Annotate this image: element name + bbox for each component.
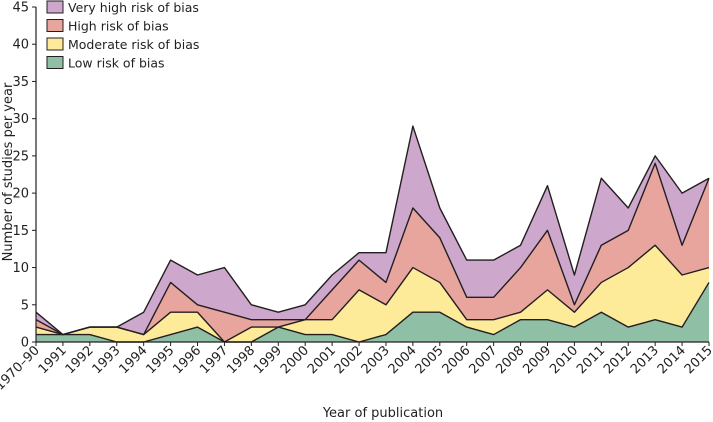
x-tick-label: 2012 [601,343,635,377]
legend-label-moderate-risk-of-bias: Moderate risk of bias [68,37,199,52]
x-tick-label: 1998 [224,343,258,377]
x-tick-label: 1992 [63,343,97,377]
legend-swatch-low-risk-of-bias [46,56,64,69]
x-tick-label: 1995 [143,343,177,377]
y-tick-label: 25 [12,149,29,164]
x-tick-label: 2015 [682,343,713,377]
x-tick-label: 1997 [197,343,231,377]
y-tick-label: 20 [12,187,29,202]
x-tick-label: 2008 [493,343,527,377]
x-tick-label: 2002 [332,343,366,377]
legend-swatch-high-risk-of-bias [46,19,64,32]
x-tick-label: 1991 [36,343,70,377]
x-tick-label: 1999 [251,343,285,377]
y-tick-label: 30 [12,112,29,127]
x-axis-title: Year of publication [322,406,443,421]
chart-legend: Very high risk of bias High risk of bias M… [46,0,199,71]
x-tick-label: 2004 [386,343,420,377]
line-high-risk-of-bias [35,162,710,336]
x-tick-label: 2003 [359,343,393,377]
x-tick-label: 2006 [440,343,474,377]
legend-label-high-risk-of-bias: High risk of bias [68,19,169,34]
line-moderate-risk-of-bias [35,244,710,343]
y-tick-label: 0 [21,336,29,351]
x-tick-label: 2009 [520,343,554,377]
x-tick-label: 1996 [170,343,204,377]
x-tick-label: 2007 [466,343,500,377]
x-tick-label: 2013 [628,343,662,377]
y-tick-label: 10 [12,261,29,276]
x-tick-label: 2011 [574,343,608,377]
legend-swatch-moderate-risk-of-bias [46,37,64,51]
line-very-high-risk-of-bias [35,125,710,336]
area-moderate-risk-of-bias [36,245,709,342]
x-tick-label: 2010 [547,343,581,377]
y-tick-label: 40 [12,38,29,53]
area-low-risk-of-bias [36,282,709,342]
legend-label-very-high-risk-of-bias: Very high risk of bias [68,0,199,15]
x-tick-label: 1994 [117,343,151,377]
legend-swatch-very-high-risk-of-bias [46,0,64,14]
line-low-risk-of-bias [36,282,710,343]
legend-label-low-risk-of-bias: Low risk of bias [68,56,165,71]
chart-areas [35,125,710,343]
y-axis-title: Number of studies per year [1,82,16,261]
y-tick-label: 35 [12,75,29,90]
x-tick-label: 2001 [305,343,339,377]
x-tick-label: 2000 [278,343,312,377]
x-tick-label: 2014 [655,343,689,377]
area-very-high-risk-of-bias [36,126,709,335]
y-tick-label: 45 [12,1,29,16]
x-tick-label: 1993 [90,343,124,377]
y-tick-label: 15 [12,224,29,239]
y-tick-label: 5 [21,298,29,313]
x-tick-label: 2005 [413,343,447,377]
